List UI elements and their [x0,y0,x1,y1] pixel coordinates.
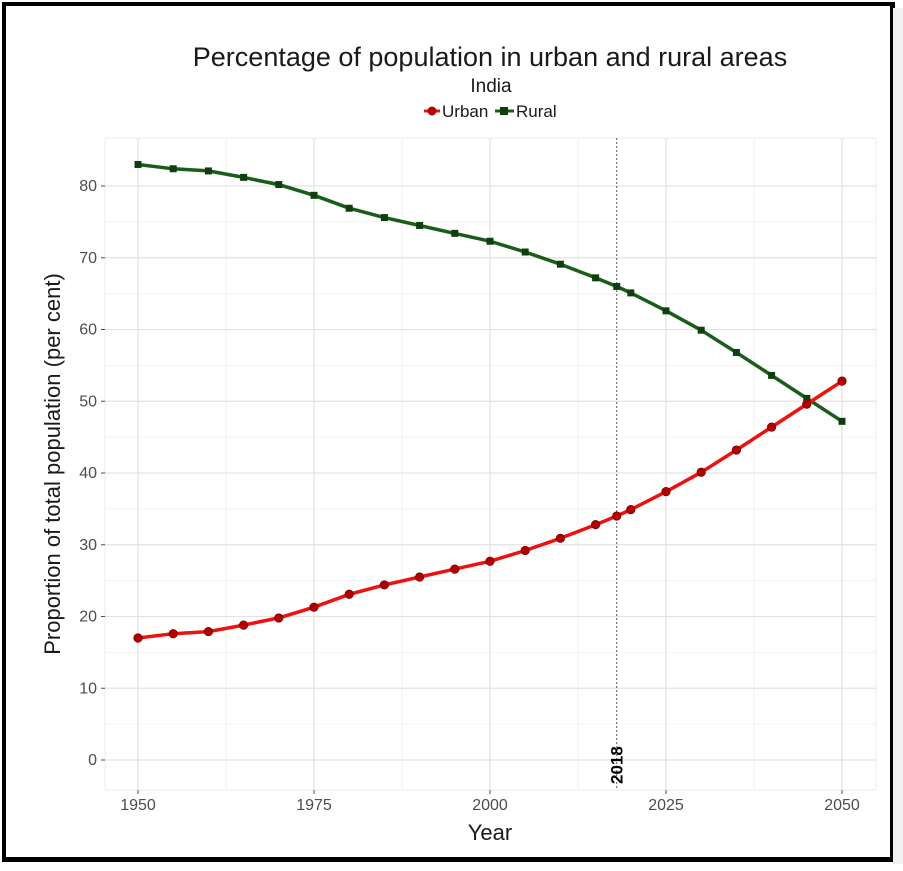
data-point-rural [697,326,705,334]
data-point-urban [520,545,530,556]
data-point-urban [274,613,284,623]
data-point-urban [555,533,566,543]
data-point-urban [414,572,425,582]
data-point-rural [627,289,635,297]
x-tick-label: 1975 [296,797,332,814]
data-point-rural [275,181,283,189]
data-point-rural [204,167,212,175]
data-point-rural [486,237,494,245]
data-point-urban [168,629,178,639]
y-tick-label: 30 [79,537,97,554]
data-point-urban [696,467,706,477]
x-tick-label: 2000 [472,797,508,814]
x-tick-label: 1950 [120,797,156,814]
reference-label-2018: 2018 [608,746,627,784]
data-point-urban [309,602,319,612]
data-point-urban [626,504,636,515]
grid [104,137,877,791]
data-point-rural [556,260,564,268]
legend-urban-marker [427,106,437,116]
y-tick-label: 60 [79,322,97,339]
data-point-urban [731,445,742,455]
data-point-urban [612,511,622,521]
data-point-rural [838,417,846,425]
y-tick-label: 70 [79,250,97,267]
legend-rural-label: Rural [516,102,557,121]
data-point-rural [768,371,776,379]
data-point-urban [133,633,143,643]
x-axis-title: Year [468,820,512,845]
data-point-urban [450,564,460,574]
data-point-rural [380,214,388,222]
data-point-urban [766,422,777,432]
data-point-rural [416,221,424,229]
y-tick-label: 20 [79,609,97,626]
data-point-rural [134,160,142,168]
data-point-urban [837,376,847,386]
background-strip [893,8,903,864]
legend: Urban Rural [424,102,557,121]
data-point-rural [521,248,529,256]
y-tick-label: 0 [88,752,97,769]
chart-title: Percentage of population in urban and ru… [193,42,787,72]
legend-urban-label: Urban [442,102,488,121]
y-tick-label: 80 [79,178,97,195]
data-point-urban [203,626,213,637]
data-point-urban [485,556,495,566]
data-point-urban [344,589,354,599]
data-point-urban [590,520,601,530]
legend-rural-marker [500,107,508,115]
series-line-urban [136,379,844,640]
y-axis-title: Proportion of total population (per cent… [40,273,65,655]
x-tick-label: 2050 [824,797,860,814]
data-point-rural [310,191,318,199]
data-point-urban [661,487,671,497]
y-tick-label: 10 [79,680,97,697]
axis-layer: 0 10 20 30 40 50 60 70 80 1950 1975 2000 2025 2050 [79,178,860,814]
y-tick-label: 50 [79,393,97,410]
chart-subtitle: India [470,76,512,97]
data-point-urban [802,399,812,409]
y-tick-label: 40 [79,465,97,482]
data-point-rural [592,274,600,282]
data-point-urban [379,580,389,590]
series-layer [133,160,847,643]
data-point-rural [613,282,621,290]
window-border [2,2,895,862]
data-point-rural [662,307,670,315]
data-point-rural [803,394,811,402]
data-point-urban [239,620,249,630]
x-tick-label: 2025 [648,797,684,814]
data-point-rural [240,173,248,181]
annotation-layer: 2018 [608,138,627,790]
data-point-rural [451,229,459,237]
series-line-rural [136,162,844,424]
data-point-rural [169,165,177,173]
data-point-rural [345,204,353,212]
data-point-rural [732,348,740,356]
